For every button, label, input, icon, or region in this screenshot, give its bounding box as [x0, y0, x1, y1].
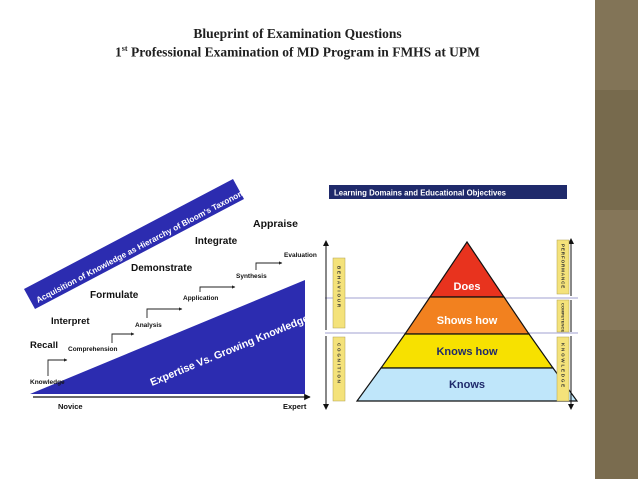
side-bar-block [595, 90, 638, 210]
learning-domains-diagram: Learning Domains and Educational Objecti… [323, 185, 579, 410]
title-line-2: 1st Professional Examination of MD Progr… [0, 44, 595, 61]
step-interpret: Interpret [51, 316, 90, 327]
right-tag-knowledge-text: KNOWLEDGE [561, 343, 566, 389]
right-bracket-arrowhead [568, 238, 574, 244]
pyramid-label-shows-how: Shows how [437, 315, 498, 327]
step-demonstrate: Demonstrate [131, 263, 193, 274]
step-arrow [255, 261, 283, 270]
title-line-2-sup: st [121, 44, 128, 53]
side-bar-block [595, 0, 638, 90]
step-formulate: Formulate [90, 290, 139, 301]
left-tag-cognition [332, 336, 346, 402]
side-bar-block [595, 210, 638, 330]
bloom-banner [24, 179, 244, 309]
right-tag-performance [556, 239, 570, 295]
pyramid-label-knows-how: Knows how [436, 346, 498, 358]
right-tag-competence-text: COMPETENCE [561, 303, 566, 332]
expertise-triangle [30, 280, 305, 394]
step-appraise: Appraise [253, 218, 298, 230]
step-arrow [111, 332, 135, 343]
learning-domains-header-text: Learning Domains and Educational Objecti… [334, 189, 507, 198]
right-tag-performance-text: PERFORMANCE [561, 244, 566, 289]
step-analysis: Analysis [135, 322, 162, 329]
right-tag-knowledge [556, 336, 570, 402]
title-line-2-prefix: 1 [115, 44, 122, 60]
step-comprehension: Comprehension [68, 346, 118, 353]
left-bracket-arrowhead [323, 404, 329, 410]
side-bar-block [595, 330, 638, 479]
axis-label-novice: Novice [58, 402, 83, 411]
right-bracket-arrowhead [568, 404, 574, 410]
step-arrow [146, 307, 183, 318]
right-tag-competence [556, 299, 570, 333]
title-line-2-rest: Professional Examination of MD Program i… [127, 44, 480, 60]
left-tag-behaviour-text: BEHAVIOUR [337, 266, 342, 309]
pyramid-level-knows [355, 367, 579, 402]
left-tag-cognition-text: COGNITION [337, 343, 342, 385]
pyramid-label-knows: Knows [449, 379, 485, 391]
left-bracket-arrowhead [323, 240, 329, 246]
bloom-taxonomy-diagram: Acquisition of Knowledge as Hierarchy of… [24, 179, 317, 411]
step-recall: Recall [30, 340, 58, 351]
step-arrow [47, 358, 68, 376]
left-tag-behaviour [332, 257, 346, 329]
step-application: Application [183, 295, 218, 302]
step-knowledge: Knowledge [30, 379, 65, 386]
step-evaluation: Evaluation [284, 252, 317, 259]
side-decoration-bar [595, 0, 638, 479]
step-integrate: Integrate [195, 236, 238, 247]
title-line-1: Blueprint of Examination Questions [193, 26, 402, 41]
step-synthesis: Synthesis [236, 273, 267, 280]
step-arrow [199, 285, 236, 292]
axis-label-expert: Expert [283, 402, 307, 411]
pyramid-label-does: Does [454, 281, 481, 293]
learning-domains-header [329, 185, 567, 199]
